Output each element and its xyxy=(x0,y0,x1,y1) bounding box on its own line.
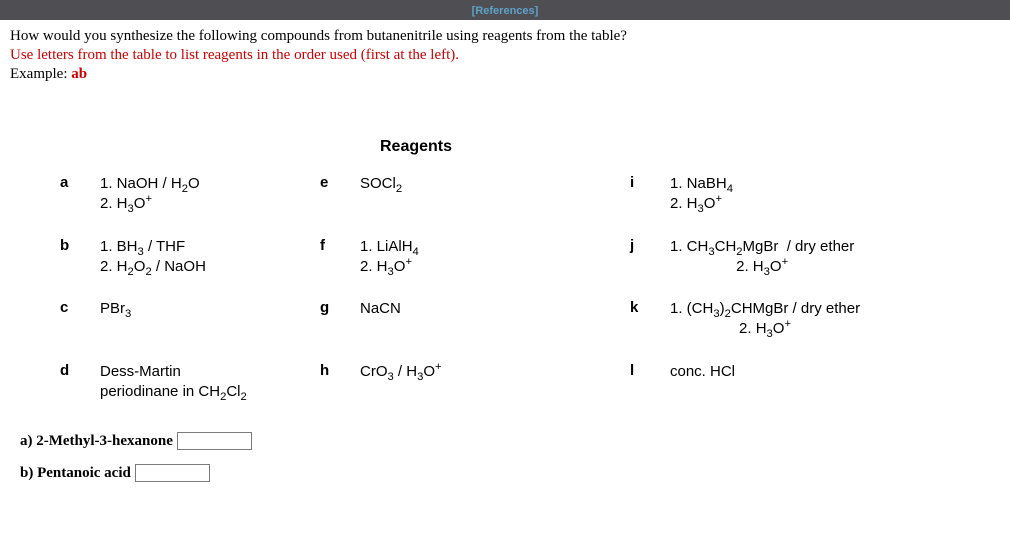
reagent-letter: d xyxy=(60,362,100,379)
reagent-letter: j xyxy=(630,237,670,254)
reagent-desc: CrO3 / H3O+ xyxy=(360,362,442,382)
reagent-letter: k xyxy=(630,299,670,316)
reagents-title: Reagents xyxy=(380,138,1000,156)
reagent-row-3: c PBr3 g NaCN k 1. (CH3)2CHMgBr / dry et… xyxy=(10,299,1000,340)
reagent-letter: b xyxy=(60,237,100,254)
reagent-desc: 1. CH3CH2MgBr / dry ether2. H3O+ xyxy=(670,237,854,278)
example-prefix: Example: xyxy=(10,66,71,82)
answer-b-row: b) Pentanoic acid xyxy=(20,464,1000,482)
reagent-e: e SOCl2 xyxy=(320,174,630,194)
reagent-row-4: d Dess-Martinperiodinane in CH2Cl2 h CrO… xyxy=(10,362,1000,403)
answer-a-label: a) 2-Methyl-3-hexanone xyxy=(20,433,173,449)
prompt-line-2: Use letters from the table to list reage… xyxy=(10,47,1000,64)
reagent-letter: h xyxy=(320,362,360,379)
reagent-desc: PBr3 xyxy=(100,299,131,319)
reagent-row-2: b 1. BH3 / THF2. H2O2 / NaOH f 1. LiAlH4… xyxy=(10,237,1000,278)
reagent-a: a 1. NaOH / H2O2. H3O+ xyxy=(10,174,320,215)
reagent-letter: c xyxy=(60,299,100,316)
reagent-letter: g xyxy=(320,299,360,316)
reagent-desc: 1. NaOH / H2O2. H3O+ xyxy=(100,174,200,215)
answers-block: a) 2-Methyl-3-hexanone b) Pentanoic acid xyxy=(10,432,1000,482)
reagent-desc: 1. LiAlH42. H3O+ xyxy=(360,237,419,278)
reagent-letter: f xyxy=(320,237,360,254)
reagent-letter: e xyxy=(320,174,360,191)
reagent-desc: 1. (CH3)2CHMgBr / dry ether2. H3O+ xyxy=(670,299,860,340)
reagent-k: k 1. (CH3)2CHMgBr / dry ether2. H3O+ xyxy=(630,299,970,340)
reagent-g: g NaCN xyxy=(320,299,630,319)
answer-b-label: b) Pentanoic acid xyxy=(20,465,131,481)
answer-a-row: a) 2-Methyl-3-hexanone xyxy=(20,432,1000,450)
reagent-desc: SOCl2 xyxy=(360,174,402,194)
reagent-f: f 1. LiAlH42. H3O+ xyxy=(320,237,630,278)
reagent-b: b 1. BH3 / THF2. H2O2 / NaOH xyxy=(10,237,320,278)
content-area: How would you synthesize the following c… xyxy=(0,20,1010,482)
prompt-line-1: How would you synthesize the following c… xyxy=(10,28,1000,45)
answer-b-input[interactable] xyxy=(135,464,210,482)
references-link[interactable]: [References] xyxy=(472,5,539,17)
reagent-desc: 1. BH3 / THF2. H2O2 / NaOH xyxy=(100,237,206,278)
reagent-d: d Dess-Martinperiodinane in CH2Cl2 xyxy=(10,362,320,403)
reagent-letter: i xyxy=(630,174,670,191)
reagent-desc: NaCN xyxy=(360,299,401,319)
reagent-j: j 1. CH3CH2MgBr / dry ether2. H3O+ xyxy=(630,237,970,278)
reagent-desc: Dess-Martinperiodinane in CH2Cl2 xyxy=(100,362,247,403)
answer-a-input[interactable] xyxy=(177,432,252,450)
reagent-row-1: a 1. NaOH / H2O2. H3O+ e SOCl2 i 1. NaBH… xyxy=(10,174,1000,215)
reagent-letter: l xyxy=(630,362,670,379)
reagent-desc: conc. HCl xyxy=(670,362,735,382)
reagent-c: c PBr3 xyxy=(10,299,320,319)
prompt-line-3: Example: ab xyxy=(10,66,1000,83)
reagent-h: h CrO3 / H3O+ xyxy=(320,362,630,382)
reagent-letter: a xyxy=(60,174,100,191)
example-value: ab xyxy=(71,66,87,82)
top-bar: [References] xyxy=(0,0,1010,20)
reagent-i: i 1. NaBH42. H3O+ xyxy=(630,174,970,215)
reagent-desc: 1. NaBH42. H3O+ xyxy=(670,174,733,215)
reagents-block: Reagents a 1. NaOH / H2O2. H3O+ e SOCl2 … xyxy=(10,138,1000,402)
reagent-l: l conc. HCl xyxy=(630,362,970,382)
